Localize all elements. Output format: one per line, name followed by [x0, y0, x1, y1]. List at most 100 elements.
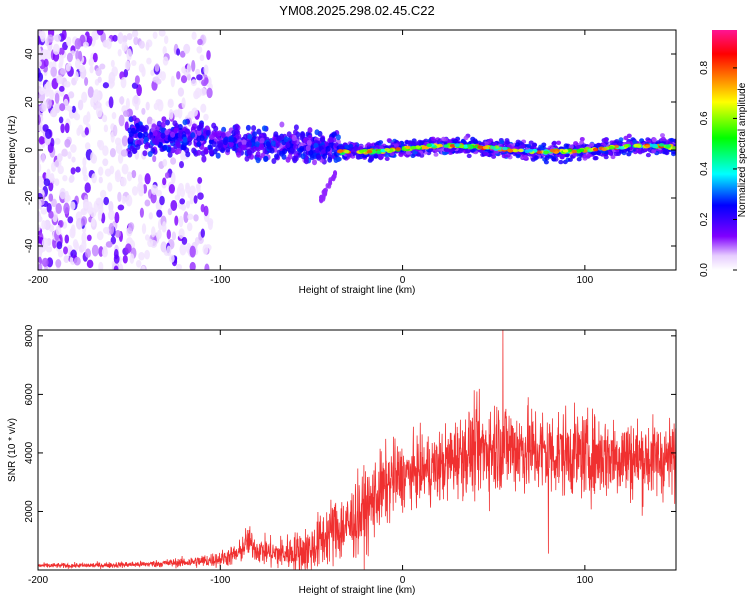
heatmap-cell [75, 50, 80, 61]
heatmap-cell [46, 168, 51, 179]
heatmap-cell [125, 194, 133, 207]
heatmap-cell [98, 166, 104, 176]
heatmap-cell [70, 144, 77, 153]
heatmap-cell [289, 147, 295, 154]
heatmap-cell [47, 142, 54, 154]
heatmap-cell [117, 204, 125, 211]
heatmap-cell [183, 43, 191, 54]
heatmap-cell [159, 195, 165, 206]
heatmap-cell [146, 116, 153, 126]
heatmap-cell [64, 234, 70, 244]
heatmap-cell [114, 211, 120, 224]
heatmap-cell [293, 155, 299, 162]
heatmap-cell [579, 137, 585, 142]
heatmap-cell [128, 135, 134, 142]
spectrogram-x-label: Height of straight line (km) [299, 285, 416, 296]
heatmap-cell [419, 140, 425, 145]
heatmap-cell [194, 237, 200, 246]
heatmap-cell [54, 92, 60, 104]
heatmap-cell [215, 152, 221, 159]
heatmap-cell [115, 142, 123, 155]
heatmap-cell [229, 136, 234, 143]
heatmap-cell [66, 36, 72, 47]
heatmap-cell [88, 58, 95, 67]
heatmap-cell [283, 136, 289, 143]
heatmap-cell [150, 192, 157, 204]
heatmap-cell [586, 153, 592, 158]
heatmap-cell [336, 157, 342, 162]
heatmap-cell [49, 89, 55, 101]
heatmap-cell [228, 141, 234, 148]
heatmap-cell [38, 72, 44, 82]
snr-y-ticks: 2000 4000 6000 8000 [24, 324, 676, 523]
heatmap-cell [38, 163, 42, 173]
heatmap-cell [65, 63, 71, 72]
heatmap-cell [182, 119, 188, 126]
heatmap-cell [181, 236, 188, 245]
heatmap-cell [307, 134, 313, 141]
heatmap-cell [185, 128, 191, 135]
heatmap-cell [38, 176, 45, 189]
heatmap-cell [113, 254, 120, 264]
heatmap-cell [405, 150, 411, 155]
colorbar: 0.0 0.2 0.4 0.6 0.8 Normalized spectral ampl… [699, 30, 748, 277]
heatmap-cell [108, 209, 115, 221]
heatmap-cell [282, 148, 288, 155]
heatmap-cell [137, 132, 143, 139]
heatmap-cell [181, 97, 186, 109]
heatmap-cell [178, 215, 184, 228]
heatmap-cell [344, 144, 350, 149]
heatmap-cell [77, 124, 84, 134]
heatmap-cell [168, 109, 174, 120]
heatmap-cell [183, 211, 189, 223]
heatmap-cell [164, 35, 169, 44]
heatmap-cell [145, 41, 150, 51]
heatmap-cell [406, 140, 412, 145]
heatmap-cell [81, 232, 87, 244]
heatmap-cell [595, 142, 601, 148]
heatmap-cell [134, 75, 140, 85]
heatmap-cell [144, 143, 149, 150]
x-tick-label: -100 [210, 575, 230, 586]
heatmap-cell [568, 144, 574, 149]
heatmap-cell [154, 63, 160, 72]
heatmap-cell [319, 136, 325, 143]
heatmap-cell [262, 147, 268, 154]
heatmap-cell [45, 246, 53, 253]
heatmap-cell [578, 148, 585, 153]
heatmap-cell [595, 150, 601, 156]
colorbar-ticks: 0.0 0.2 0.4 0.6 0.8 [699, 61, 737, 277]
heatmap-cell [573, 141, 579, 146]
heatmap-cell [576, 157, 582, 162]
heatmap-cell [103, 124, 109, 133]
heatmap-cell [179, 243, 187, 256]
heatmap-cell [259, 143, 264, 150]
heatmap-cell [111, 112, 117, 120]
heatmap-cell [199, 87, 207, 96]
heatmap-cell [38, 199, 42, 209]
heatmap-cell [107, 182, 113, 192]
spectrogram-y-label: Frequency (Hz) [7, 116, 18, 185]
heatmap-cell [120, 149, 128, 157]
heatmap-cell [138, 40, 145, 49]
x-tick-label: 100 [577, 275, 594, 286]
heatmap-cell [179, 198, 186, 205]
heatmap-cell [197, 38, 203, 46]
heatmap-cell [567, 157, 573, 162]
heatmap-cell [662, 149, 668, 154]
heatmap-cell [96, 30, 104, 36]
heatmap-cell [171, 172, 176, 185]
heatmap-cell [348, 143, 354, 149]
heatmap-cell [41, 257, 49, 268]
heatmap-cell [528, 140, 534, 145]
heatmap-cell [120, 76, 127, 89]
heatmap-cell [144, 199, 151, 207]
heatmap-cell [507, 148, 513, 153]
y-tick-label: -20 [24, 190, 35, 205]
heatmap-cell [237, 147, 243, 154]
heatmap-cell [173, 127, 179, 134]
heatmap-cell [180, 75, 188, 84]
heatmap-cell [384, 153, 390, 158]
heatmap-cell [220, 132, 226, 139]
heatmap-cell [623, 135, 629, 141]
